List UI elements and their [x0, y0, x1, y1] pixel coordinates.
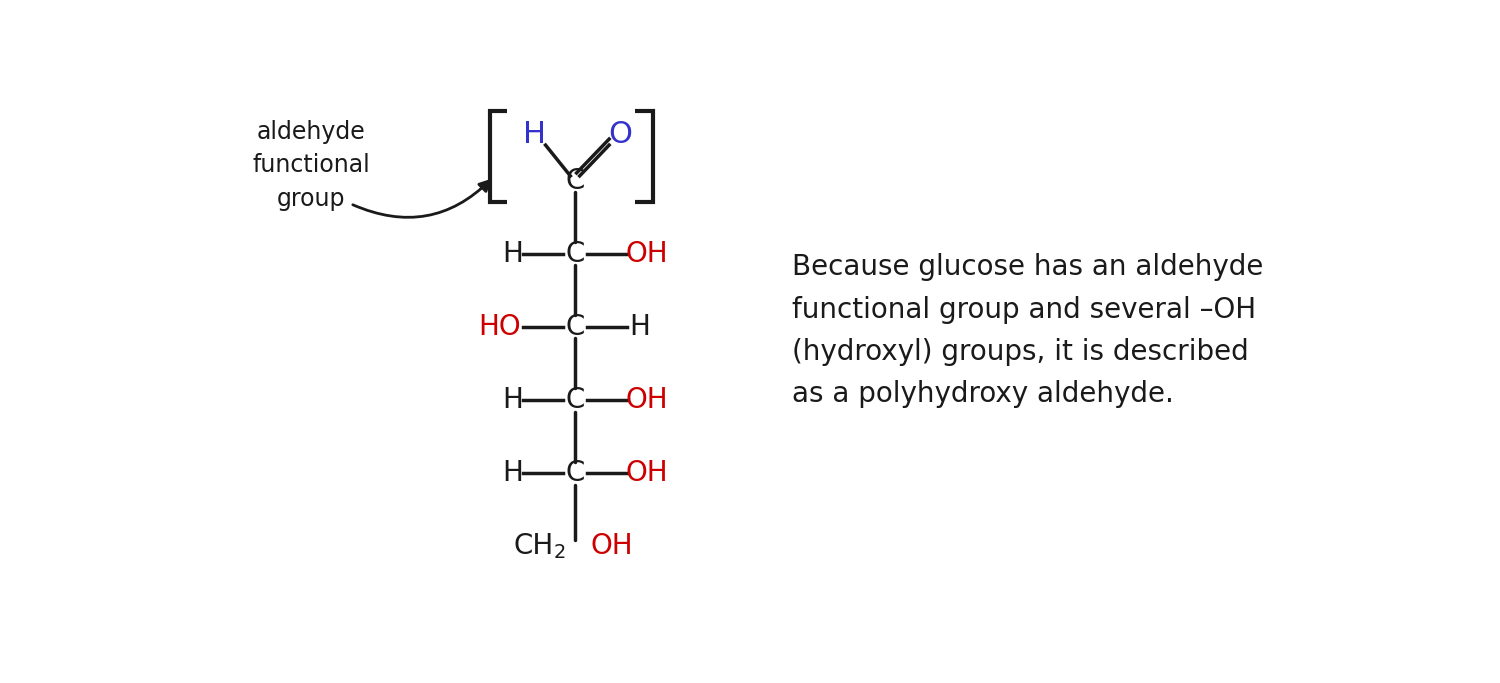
Text: 2: 2: [554, 543, 567, 562]
Text: aldehyde
functional
group: aldehyde functional group: [252, 120, 370, 210]
Text: CH: CH: [513, 532, 554, 560]
Text: OH: OH: [591, 532, 633, 560]
Text: H: H: [503, 386, 524, 414]
Text: H: H: [524, 120, 546, 149]
Text: C: C: [566, 386, 585, 414]
Text: OH: OH: [626, 386, 669, 414]
Text: OH: OH: [626, 240, 669, 268]
Text: C: C: [566, 240, 585, 268]
Text: C: C: [566, 459, 585, 487]
Text: O: O: [608, 120, 631, 149]
Text: H: H: [503, 240, 524, 268]
Text: Because glucose has an aldehyde
functional group and several –OH
(hydroxyl) grou: Because glucose has an aldehyde function…: [792, 253, 1263, 408]
Text: C: C: [566, 313, 585, 341]
Text: C: C: [566, 167, 585, 195]
Text: H: H: [503, 459, 524, 487]
Text: OH: OH: [626, 459, 669, 487]
Text: HO: HO: [478, 313, 520, 341]
Text: H: H: [628, 313, 650, 341]
